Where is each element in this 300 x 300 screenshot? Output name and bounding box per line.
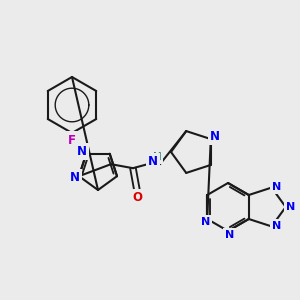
Text: F: F — [68, 134, 76, 146]
Text: H: H — [153, 152, 161, 162]
Text: N: N — [210, 130, 220, 142]
Text: N: N — [272, 182, 281, 192]
Text: N: N — [77, 145, 87, 158]
Text: N: N — [272, 221, 281, 231]
Text: N: N — [148, 155, 158, 168]
Text: N: N — [201, 217, 210, 227]
Text: O: O — [132, 191, 142, 204]
Text: N: N — [286, 202, 295, 212]
Text: N: N — [70, 171, 80, 184]
Text: N: N — [225, 230, 235, 240]
